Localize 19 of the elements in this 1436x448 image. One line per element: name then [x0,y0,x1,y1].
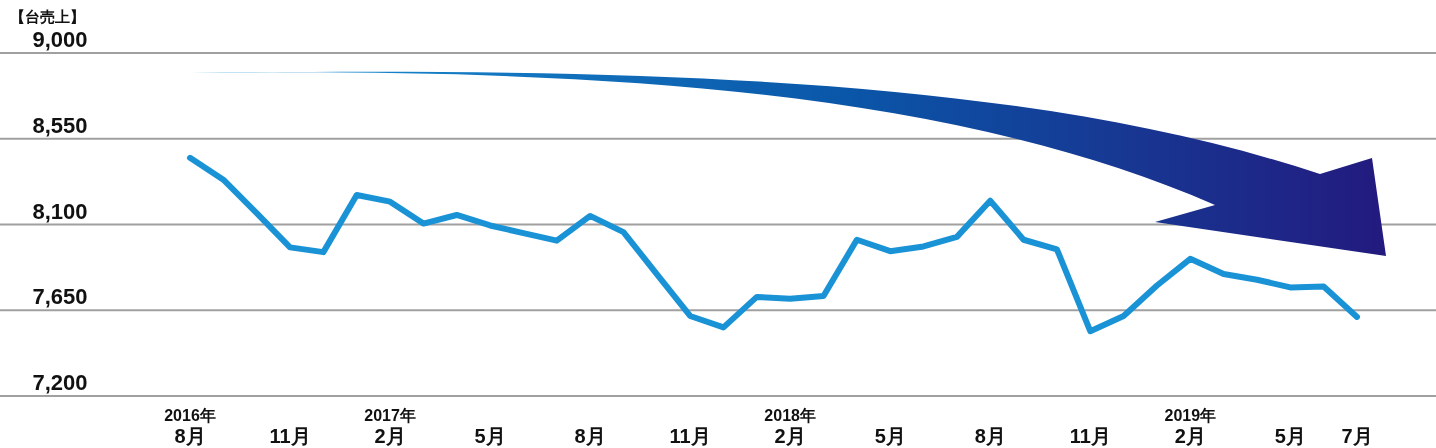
x-tick-label: 7月 [1341,425,1373,447]
x-tick-label: 5月 [874,425,906,447]
y-tick-label: 9,000 [32,27,88,52]
y-tick-label: 7,650 [32,284,88,310]
x-tick-label: 11月 [669,425,711,447]
x-tick-label: 2016年 8月 [164,407,216,447]
y-tick-label: 8,550 [32,112,88,138]
y-tick-label: 7,200 [32,370,88,395]
x-tick-label: 2018年 2月 [764,407,816,447]
x-tick-label: 11月 [269,425,311,447]
x-tick-label: 2017年 2月 [364,407,416,447]
y-tick-label: 8,100 [32,198,88,224]
y-axis-title: 【台売上】 [10,8,85,25]
x-tick-label: 8月 [574,425,606,447]
x-tick-label: 5月 [1274,425,1306,447]
x-tick-label: 2019年 2月 [1164,407,1217,447]
x-tick-label: 11月 [1069,425,1111,447]
x-tick-label: 8月 [974,425,1006,447]
x-tick-label: 5月 [474,425,506,447]
